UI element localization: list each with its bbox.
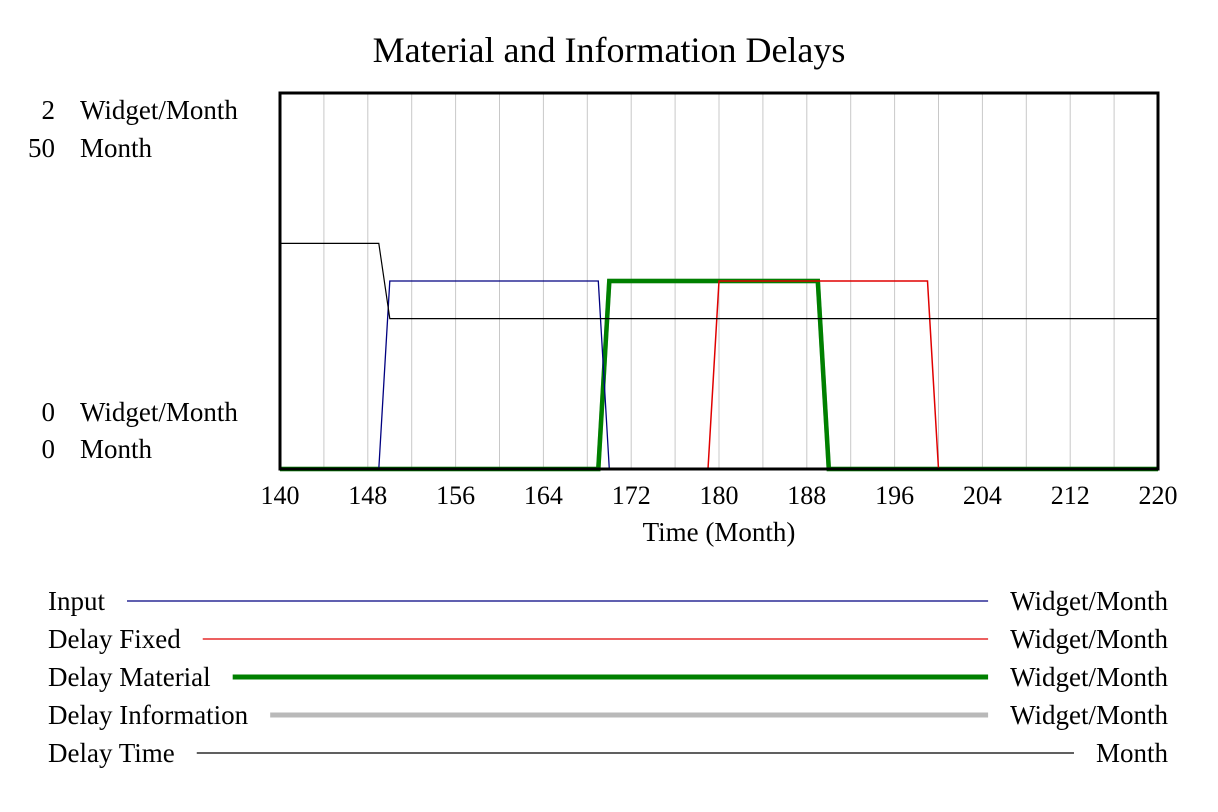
- legend-label: Delay Time: [48, 738, 175, 768]
- x-tick-label: 196: [875, 481, 914, 510]
- x-tick-label: 156: [436, 481, 475, 510]
- legend-label: Delay Fixed: [48, 624, 181, 654]
- x-tick-label: 180: [700, 481, 739, 510]
- y-axis-1-min-label: 0: [42, 397, 56, 427]
- legend: Input Widget/Month Delay Fixed Widget/Month…: [48, 586, 1168, 768]
- x-tick-label: 204: [963, 481, 1002, 510]
- legend-unit: Widget/Month: [1010, 700, 1168, 730]
- legend-unit: Widget/Month: [1010, 586, 1168, 616]
- y-axis-1-max-unit: Widget/Month: [80, 95, 238, 125]
- legend-unit: Widget/Month: [1010, 662, 1168, 692]
- plot-frame: [278, 91, 1160, 471]
- y-axis-2-max-unit: Month: [80, 133, 153, 163]
- x-tick-labels: 140 148 156 164 172 180 188 196 204 212 220: [261, 481, 1178, 510]
- y-axis-1-max-label: 2: [42, 95, 56, 125]
- y-axis-2-min-unit: Month: [80, 434, 153, 464]
- legend-label: Input: [48, 586, 105, 616]
- series-line-delay-time: [280, 242, 1158, 320]
- x-tick-label: 164: [524, 481, 563, 510]
- x-tick-label: 148: [348, 481, 387, 510]
- y-axis-1-min-unit: Widget/Month: [80, 397, 238, 427]
- chart-title: Material and Information Delays: [373, 30, 846, 70]
- x-tick-label: 172: [612, 481, 651, 510]
- legend-label: Delay Material: [48, 662, 211, 692]
- x-axis-label: Time (Month): [643, 517, 796, 547]
- legend-label: Delay Information: [48, 700, 249, 730]
- legend-unit: Widget/Month: [1010, 624, 1168, 654]
- x-tick-label: 188: [787, 481, 826, 510]
- x-tick-label: 212: [1051, 481, 1090, 510]
- x-tick-label: 220: [1139, 481, 1178, 510]
- y-axis-2-max-label: 50: [28, 133, 55, 163]
- y-axis-2-min-label: 0: [42, 434, 56, 464]
- x-tick-label: 140: [261, 481, 300, 510]
- legend-unit: Month: [1096, 738, 1169, 768]
